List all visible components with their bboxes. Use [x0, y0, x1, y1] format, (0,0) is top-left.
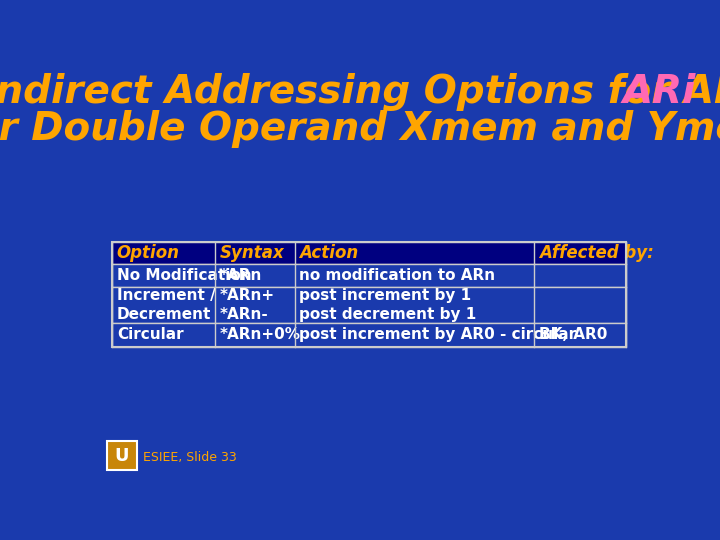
Text: Indirect Addressing Options for ARi: Indirect Addressing Options for ARi: [0, 73, 720, 111]
FancyBboxPatch shape: [112, 322, 626, 347]
Text: Affected by:: Affected by:: [539, 244, 654, 262]
Text: Action: Action: [300, 244, 359, 262]
Text: post increment by 1
post decrement by 1: post increment by 1 post decrement by 1: [300, 287, 477, 322]
Text: Increment /
Decrement: Increment / Decrement: [117, 287, 215, 322]
Text: post increment by AR0 - circular: post increment by AR0 - circular: [300, 327, 577, 342]
Text: Option: Option: [117, 244, 180, 262]
Text: Syntax: Syntax: [220, 244, 284, 262]
Text: ARi: ARi: [623, 73, 696, 111]
Text: *ARn+0%: *ARn+0%: [220, 327, 300, 342]
Text: for Double Operand Xmem and Ymem: for Double Operand Xmem and Ymem: [0, 110, 720, 148]
FancyBboxPatch shape: [112, 265, 626, 287]
Text: Circular: Circular: [117, 327, 184, 342]
FancyBboxPatch shape: [107, 441, 138, 470]
FancyBboxPatch shape: [112, 241, 626, 265]
Text: U: U: [114, 447, 130, 464]
Text: ESIEE, Slide 33: ESIEE, Slide 33: [143, 451, 237, 464]
FancyBboxPatch shape: [112, 287, 626, 322]
Text: BK, AR0: BK, AR0: [539, 327, 607, 342]
Text: *ARn+
*ARn-: *ARn+ *ARn-: [220, 287, 274, 322]
Text: *ARn: *ARn: [220, 268, 262, 284]
Text: no modification to ARn: no modification to ARn: [300, 268, 495, 284]
Text: No Modification: No Modification: [117, 268, 251, 284]
